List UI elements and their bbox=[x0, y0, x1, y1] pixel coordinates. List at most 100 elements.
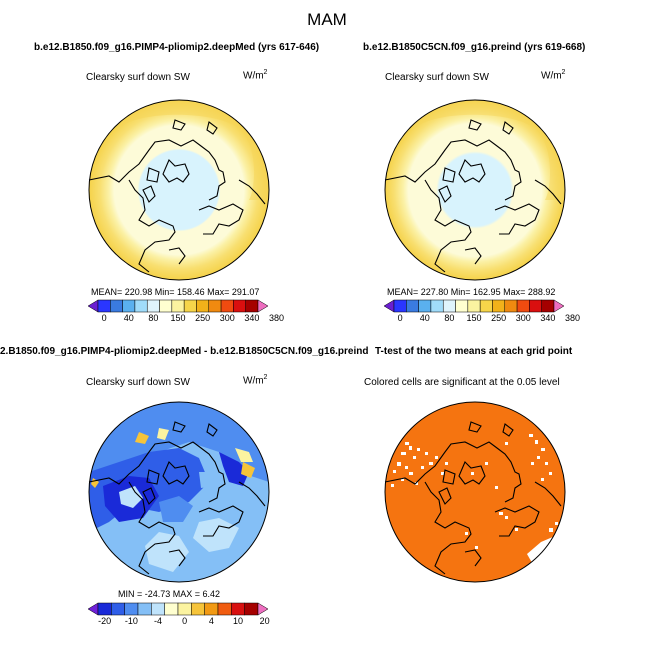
panel2-colorbar-tick-label: 40 bbox=[419, 313, 430, 323]
panel1-colorbar-swatch bbox=[208, 299, 222, 313]
panel2-colorbar bbox=[383, 299, 565, 313]
panel1-colorbar-tick-label: 380 bbox=[268, 313, 284, 323]
panel1-colorbar-swatch bbox=[257, 299, 269, 313]
panel2-map bbox=[384, 99, 566, 281]
panel2-colorbar-swatch bbox=[504, 299, 518, 313]
panel3-coastlines bbox=[88, 421, 266, 575]
panel1-colorbar-swatch bbox=[171, 299, 185, 313]
panel4-subtitle: Colored cells are significant at the 0.0… bbox=[364, 377, 560, 388]
panel2-colorbar-swatch bbox=[479, 299, 493, 313]
panel1-colorbar-swatch bbox=[196, 299, 210, 313]
panel1-colorbar bbox=[87, 299, 269, 313]
panel2-colorbar-swatch bbox=[383, 299, 395, 313]
panel2-title: b.e12.B1850C5CN.f09_g16.preind (yrs 619-… bbox=[363, 42, 586, 53]
panel1-colorbar-swatch bbox=[220, 299, 234, 313]
panel3-colorbar-tick-label: 10 bbox=[232, 616, 244, 626]
panel3-colorbar-swatch bbox=[124, 602, 139, 616]
panel2-colorbar-tick-label: 250 bbox=[491, 313, 507, 323]
panel3-colorbar-swatch bbox=[97, 602, 112, 616]
panel2-colorbar-swatch bbox=[492, 299, 506, 313]
panel1-colorbar-tick-label: 250 bbox=[195, 313, 211, 323]
panel1-colorbar-tick-label: 300 bbox=[219, 313, 235, 323]
panel3-colorbar bbox=[87, 602, 269, 616]
panel3-stats: MIN = -24.73 MAX = 6.42 bbox=[118, 589, 221, 599]
panel1-colorbar-tick-label: 0 bbox=[101, 313, 107, 323]
panel1-units: W/m2 bbox=[243, 69, 268, 82]
panel2-boundary bbox=[384, 99, 566, 281]
panel2-colorbar-swatch bbox=[516, 299, 530, 313]
figure-title: MAM bbox=[307, 10, 347, 29]
panel3-colorbar-swatch bbox=[164, 602, 179, 616]
panel2-colorbar-swatch bbox=[430, 299, 444, 313]
panel2-colorbar-swatch bbox=[541, 299, 555, 313]
panel2-colorbar-swatch bbox=[418, 299, 432, 313]
panel2-colorbar-labels: 0 40 80 150 250 300 340 380 bbox=[384, 313, 580, 325]
panel1-colorbar-swatch bbox=[122, 299, 136, 313]
panel3-colorbar-swatch bbox=[191, 602, 205, 616]
panel3-boundary bbox=[88, 401, 270, 583]
panel3-colorbar-swatch bbox=[177, 602, 192, 616]
panel1-colorbar-swatch bbox=[110, 299, 123, 313]
panel1-colorbar-swatch bbox=[134, 299, 148, 313]
panel3-colorbar-tick-label: 4 bbox=[208, 616, 214, 626]
panel3-colorbar-tick-label: 20 bbox=[259, 616, 270, 626]
panel3-colorbar-tick-label: -10 bbox=[124, 616, 138, 626]
panel2-colorbar-tick-label: 80 bbox=[444, 313, 455, 323]
panel1-colorbar-swatch bbox=[183, 299, 197, 313]
panel2-colorbar-swatch bbox=[393, 299, 407, 313]
panel2-variable: Clearsky surf down SW bbox=[385, 72, 489, 83]
panel1-boundary bbox=[88, 99, 270, 281]
panel3-colorbar-swatch bbox=[111, 602, 125, 616]
panel1-colorbar-swatch bbox=[97, 299, 111, 313]
panel3-colorbar-swatch bbox=[231, 602, 245, 616]
panel2-colorbar-tick-label: 340 bbox=[540, 313, 556, 323]
panel2-colorbar-swatch bbox=[442, 299, 456, 313]
panel1-colorbar-tick-label: 40 bbox=[123, 313, 134, 323]
panel3-colorbar-swatch bbox=[217, 602, 232, 616]
panel1-variable: Clearsky surf down SW bbox=[86, 72, 190, 83]
panel2-colorbar-tick-label: 380 bbox=[564, 313, 580, 323]
panel1-coastlines bbox=[88, 119, 266, 273]
panel3-colorbar-swatch bbox=[204, 602, 219, 616]
panel1-colorbar-tick-label: 150 bbox=[170, 313, 186, 323]
panel2-units: W/m2 bbox=[541, 69, 566, 82]
panel1-colorbar-labels: 0 40 80 150 250 300 340 380 bbox=[88, 313, 284, 325]
panel3-colorbar-swatch bbox=[87, 602, 99, 616]
panel3-colorbar-swatch bbox=[244, 602, 259, 616]
panel3-variable: Clearsky surf down SW bbox=[86, 377, 190, 388]
panel1-colorbar-tick-label: 340 bbox=[244, 313, 260, 323]
panel1-colorbar-tick-label: 80 bbox=[148, 313, 159, 323]
panel2-colorbar-swatch bbox=[406, 299, 419, 313]
panel1-colorbar-swatch bbox=[159, 299, 173, 313]
panel3-colorbar-tick-label: -4 bbox=[153, 616, 163, 626]
panel1-colorbar-swatch bbox=[245, 299, 259, 313]
panel3-units: W/m2 bbox=[243, 374, 268, 387]
panel3-colorbar-swatch bbox=[137, 602, 152, 616]
panel3-colorbar-tick-label: 0 bbox=[182, 616, 188, 626]
panel2-colorbar-tick-label: 300 bbox=[515, 313, 531, 323]
panel4-title: T-test of the two means at each grid poi… bbox=[375, 346, 573, 357]
panel1-colorbar-swatch bbox=[146, 299, 160, 313]
panel2-colorbar-swatch bbox=[553, 299, 565, 313]
panel3-colorbar-tick-label: -20 bbox=[98, 616, 112, 626]
panel2-colorbar-tick-label: 150 bbox=[466, 313, 482, 323]
panel3-title: 2.B1850.f09_g16.PIMP4-pliomip2.deepMed -… bbox=[0, 346, 369, 357]
panel3-colorbar-swatch bbox=[151, 602, 165, 616]
panel1-stats: MEAN= 220.98 Min= 158.46 Max= 291.07 bbox=[91, 287, 260, 297]
panel2-colorbar-tick-label: 0 bbox=[397, 313, 403, 323]
panel4-map bbox=[384, 401, 566, 583]
panel1-colorbar-swatch bbox=[87, 299, 99, 313]
panel4-boundary bbox=[384, 401, 566, 583]
panel3-colorbar-labels: -20 -10 -4 0 4 10 20 bbox=[88, 616, 270, 628]
panel2-colorbar-swatch bbox=[529, 299, 542, 313]
panel2-coastlines bbox=[384, 119, 562, 273]
panel3-map bbox=[88, 401, 270, 583]
panel2-colorbar-swatch bbox=[467, 299, 481, 313]
panel1-colorbar-swatch bbox=[233, 299, 246, 313]
panel3-colorbar-swatch bbox=[257, 602, 269, 616]
panel1-map bbox=[88, 99, 270, 281]
panel2-colorbar-swatch bbox=[455, 299, 469, 313]
panel4-coastlines bbox=[384, 421, 562, 575]
panel1-title: b.e12.B1850.f09_g16.PIMP4-pliomip2.deepM… bbox=[34, 42, 320, 53]
panel2-stats: MEAN= 227.80 Min= 162.95 Max= 288.92 bbox=[387, 287, 556, 297]
